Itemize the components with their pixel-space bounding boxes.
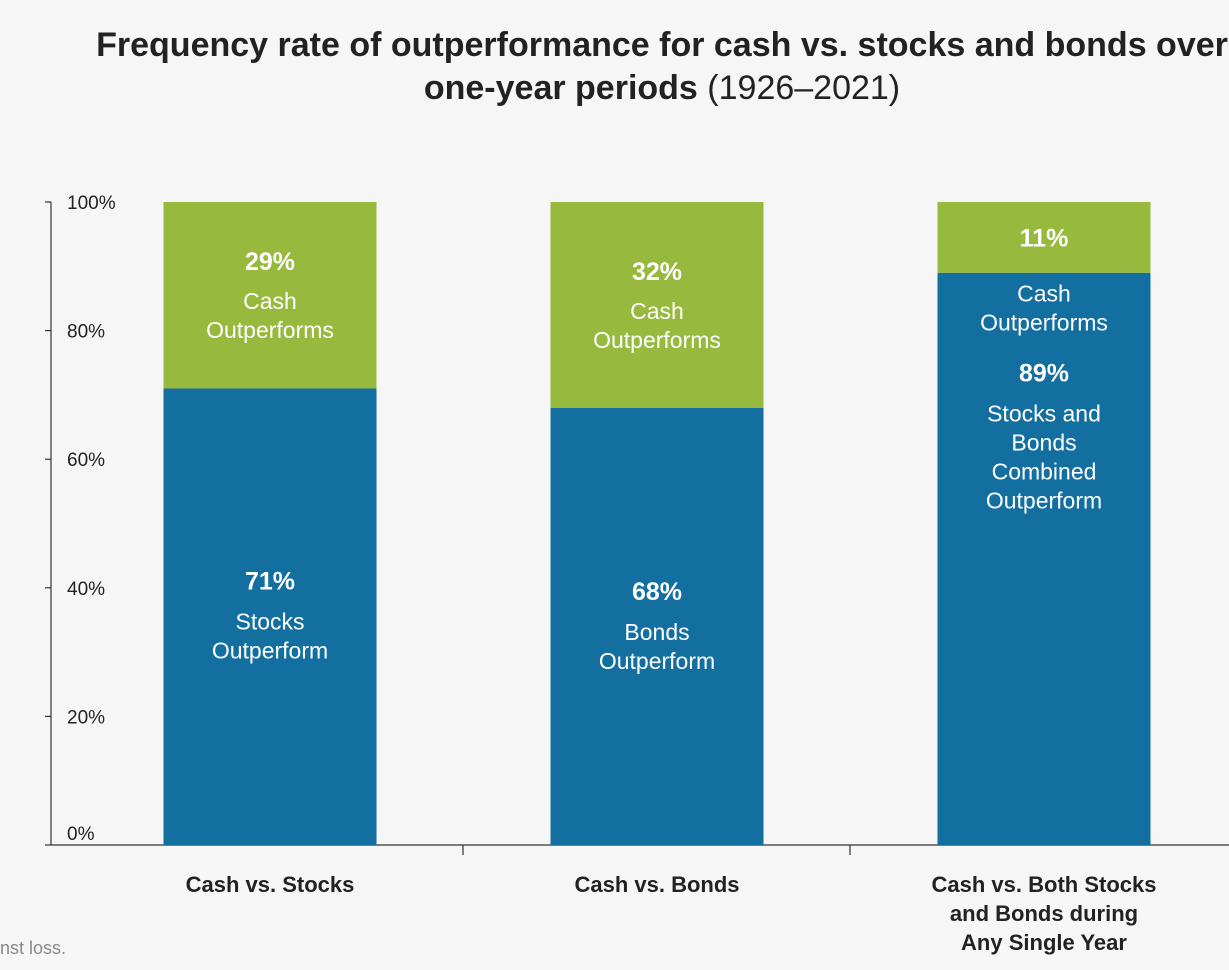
- y-tick-label: 40%: [67, 579, 105, 600]
- y-tick-label: 100%: [67, 193, 116, 214]
- segment-description-bottom: Combined: [992, 458, 1097, 484]
- bar-segment-top: [937, 202, 1151, 273]
- data-label-bottom: 71%: [245, 567, 295, 595]
- chart-title: Frequency rate of outperformance for cas…: [0, 24, 1229, 110]
- segment-description-top: Outperforms: [206, 317, 334, 343]
- segment-description-top: Outperforms: [980, 310, 1108, 336]
- chart-title-main: Frequency rate of outperformance for cas…: [96, 26, 1228, 107]
- y-tick-label: 0%: [67, 824, 95, 845]
- segment-description-bottom: Bonds: [1011, 429, 1076, 455]
- y-tick-label: 20%: [67, 707, 105, 728]
- bar-segment-bottom: [550, 407, 764, 845]
- segment-description-bottom: Outperform: [212, 637, 328, 663]
- y-tick-label: 60%: [67, 450, 105, 471]
- data-label-top: 29%: [245, 248, 295, 276]
- bar-segment-bottom: [937, 272, 1151, 846]
- data-label-top: 11%: [1020, 224, 1069, 252]
- segment-description-bottom: Stocks and: [987, 400, 1101, 426]
- footnote-text: nst loss.: [0, 938, 67, 958]
- data-label-bottom: 89%: [1019, 359, 1069, 387]
- segment-description-bottom: Outperform: [599, 648, 715, 674]
- x-category-label: Cash vs. Stocks: [186, 872, 355, 897]
- segment-description-top: Outperforms: [593, 327, 721, 353]
- x-category-label: Any Single Year: [961, 930, 1127, 955]
- y-tick-label: 80%: [67, 322, 105, 343]
- bar-segment-top: [550, 202, 764, 408]
- segment-description-bottom: Bonds: [624, 619, 689, 645]
- segment-description-top: Cash: [630, 298, 684, 324]
- bar-segment-bottom: [163, 388, 377, 845]
- data-label-bottom: 68%: [632, 578, 682, 606]
- x-category-label: Cash vs. Bonds: [574, 872, 739, 897]
- segment-description-bottom: Outperform: [986, 487, 1102, 513]
- chart-title-years: (1926–2021): [707, 69, 901, 107]
- x-category-label: and Bonds during: [950, 901, 1138, 926]
- segment-description-top: Cash: [1017, 281, 1071, 307]
- segment-description-bottom: Stocks: [235, 608, 304, 634]
- segment-description-top: Cash: [243, 288, 297, 314]
- x-category-label: Cash vs. Both Stocks: [932, 872, 1157, 897]
- data-label-top: 32%: [632, 258, 682, 286]
- bar-segment-top: [163, 202, 377, 389]
